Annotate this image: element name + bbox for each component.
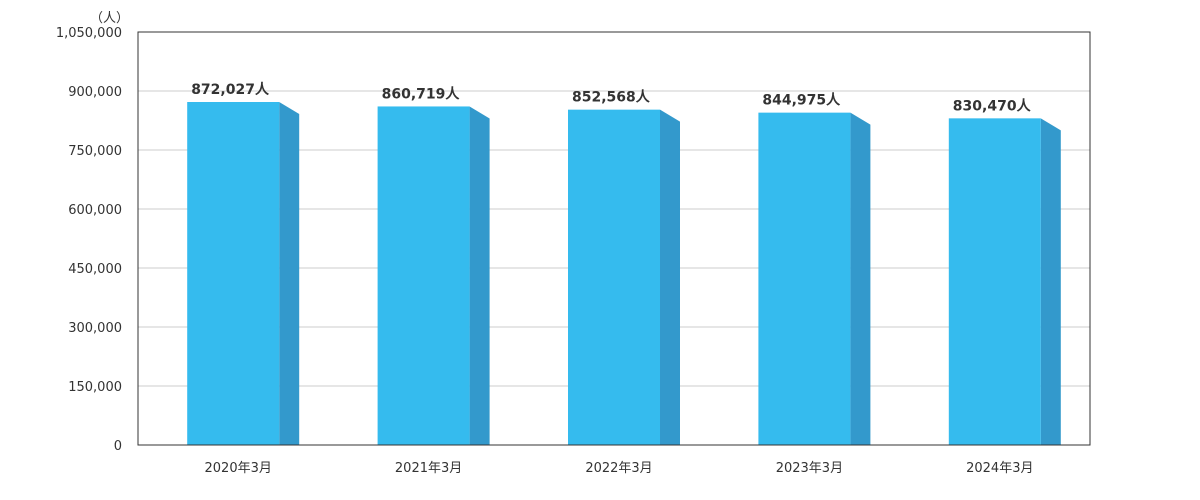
- data-labels: 872,027人 860,719人 852,568人 844,975人 830,470人: [191, 81, 1031, 114]
- y-axis-ticks: 0 150,000 300,000 450,000 600,000 750,000 900,…: [56, 26, 122, 454]
- data-label: 860,719人: [382, 85, 461, 102]
- y-tick-label: 900,000: [68, 85, 122, 100]
- data-label: 852,568人: [572, 89, 651, 106]
- bars: [187, 102, 1061, 446]
- bar: [377, 106, 470, 445]
- bar-side: [850, 112, 871, 446]
- x-axis-categories: 2020年3月 2021年3月 2022年3月 2023年3月 2024年3月: [205, 461, 1034, 476]
- y-tick-label: 450,000: [68, 262, 122, 277]
- bar: [758, 112, 851, 446]
- y-tick-label: 600,000: [68, 203, 122, 218]
- bar: [187, 102, 280, 445]
- bar-side: [469, 106, 490, 445]
- data-label: 844,975人: [762, 92, 841, 109]
- x-category-label: 2023年3月: [776, 461, 843, 476]
- plot-frame: [137, 31, 1091, 446]
- x-category-label: 2022年3月: [585, 461, 652, 476]
- data-label: 872,027人: [191, 81, 270, 98]
- bar-side: [279, 102, 300, 445]
- x-category-label: 2024年3月: [966, 461, 1033, 476]
- data-label: 830,470人: [953, 97, 1032, 114]
- x-category-label: 2020年3月: [205, 461, 272, 476]
- x-category-label: 2021年3月: [395, 461, 462, 476]
- y-tick-label: 300,000: [68, 321, 122, 336]
- bar-side: [1040, 118, 1061, 446]
- y-tick-label: 750,000: [68, 144, 122, 159]
- bar: [568, 109, 660, 445]
- y-axis-unit-label: （人）: [90, 11, 129, 26]
- y-tick-label: 0: [114, 439, 122, 454]
- y-tick-label: 150,000: [68, 380, 122, 395]
- bar: [948, 118, 1041, 446]
- y-tick-label: 1,050,000: [56, 26, 122, 41]
- bar-side: [660, 109, 680, 445]
